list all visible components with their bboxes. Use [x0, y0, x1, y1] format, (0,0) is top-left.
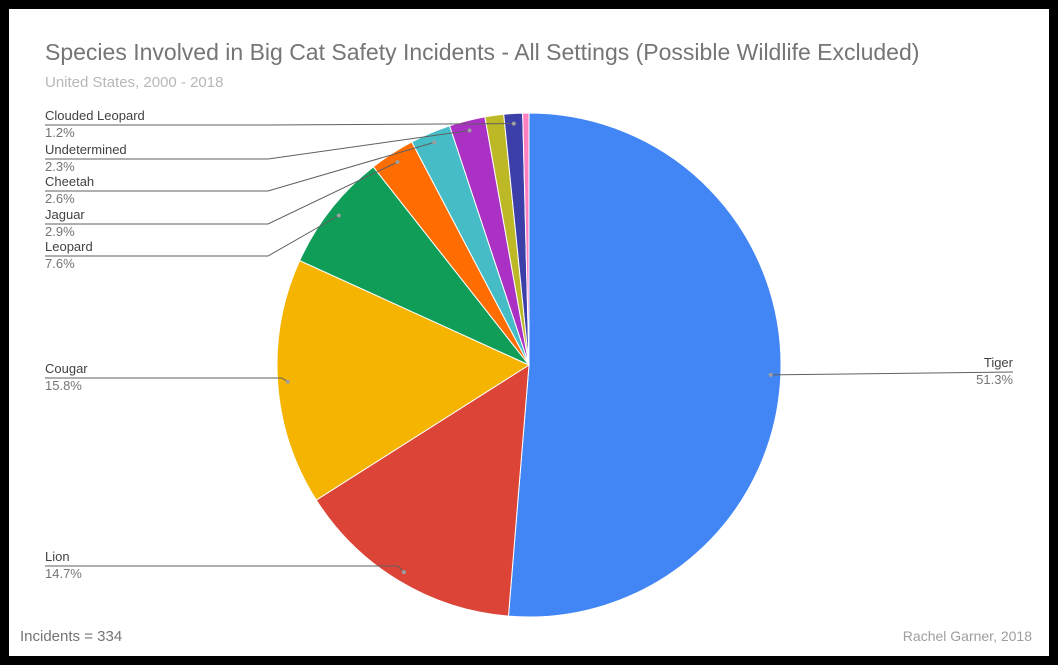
leader-dot — [432, 140, 437, 145]
pie-slice-tiger — [507, 112, 782, 618]
slice-value-label: 7.6% — [45, 256, 75, 271]
slice-value-label: 14.7% — [45, 566, 82, 581]
slice-label: Leopard — [45, 239, 93, 254]
leader-line — [45, 141, 435, 192]
leader-line — [45, 123, 514, 126]
pie-slice-lion — [315, 364, 530, 617]
slice-value-label: 1.2% — [45, 125, 75, 140]
slice-label: Lion — [45, 549, 70, 564]
slice-value-label: 2.3% — [45, 159, 75, 174]
leader-line — [45, 377, 288, 383]
leader-dot — [336, 213, 341, 218]
credit-note: Rachel Garner, 2018 — [902, 628, 1032, 644]
chart-title: Species Involved in Big Cat Safety Incid… — [45, 39, 920, 65]
pie-slice-leopard — [298, 166, 530, 366]
leader-line — [45, 215, 340, 257]
slice-value-label: 51.3% — [976, 372, 1013, 387]
leader-line — [45, 161, 398, 225]
slice-label: Cougar — [45, 361, 88, 376]
chart-card: Species Involved in Big Cat Safety Incid… — [9, 9, 1049, 656]
slice-label: Undetermined — [45, 142, 127, 157]
slice-value-label: 2.9% — [45, 224, 75, 239]
pie-labels: Tiger 51.3% Lion 14.7% Cougar 15.8% Leopard 7.6… — [45, 108, 1014, 581]
leader-dot — [511, 121, 516, 126]
leader-dot — [395, 160, 400, 164]
leader-dot — [285, 379, 290, 384]
leader-dot — [768, 372, 773, 377]
pie-slice-cougar — [276, 259, 531, 501]
slice-label: Jaguar — [45, 207, 85, 222]
leader-line — [45, 130, 470, 160]
leader-line — [45, 565, 405, 573]
pie-slice-unlabeled-9 — [522, 112, 530, 366]
chart-subtitle: United States, 2000 - 2018 — [45, 74, 224, 91]
leader-line — [770, 371, 1014, 376]
slice-label: Cheetah — [45, 174, 94, 189]
leader-dot — [467, 128, 472, 133]
slice-value-label: 2.6% — [45, 191, 75, 206]
pie-slices — [276, 112, 782, 618]
incidents-note: Incidents = 334 — [20, 628, 123, 645]
pie-chart: Tiger 51.3% Lion 14.7% Cougar 15.8% Leopard 7.6… — [45, 108, 1014, 618]
slice-label: Clouded Leopard — [45, 108, 145, 123]
slice-label: Tiger — [984, 355, 1014, 370]
leader-dot — [401, 570, 406, 575]
slice-value-label: 15.8% — [45, 378, 82, 393]
